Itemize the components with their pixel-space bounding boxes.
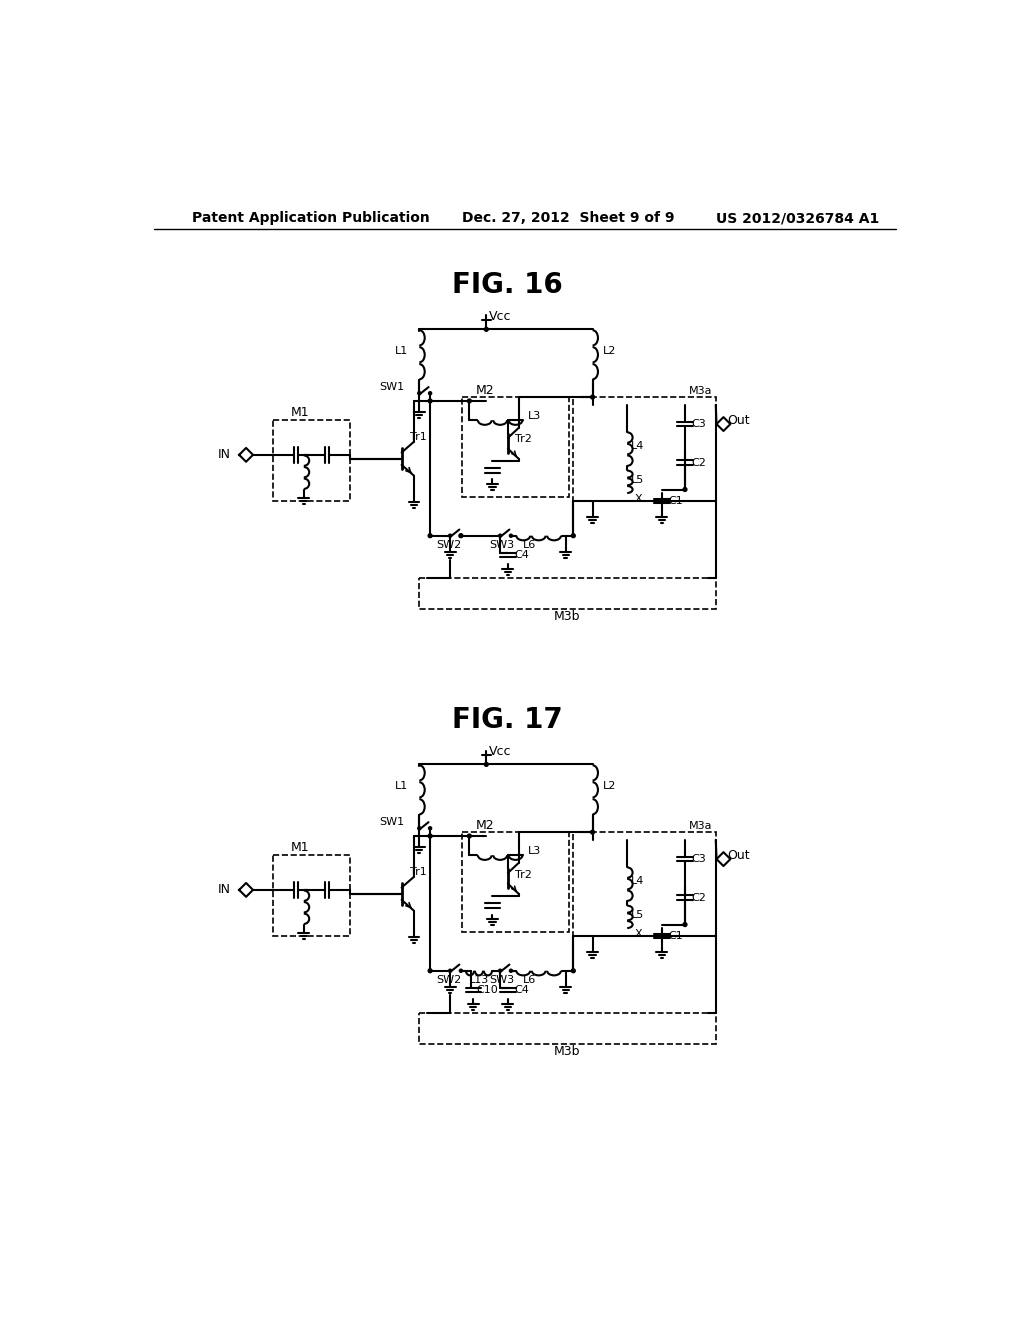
Text: M1: M1 xyxy=(291,841,309,854)
Bar xyxy=(462,397,569,498)
Text: M1: M1 xyxy=(291,407,309,418)
Text: C3: C3 xyxy=(691,854,707,865)
Text: SW2: SW2 xyxy=(436,540,461,550)
Text: SW3: SW3 xyxy=(489,975,514,985)
Text: IN: IN xyxy=(218,449,230,462)
Circle shape xyxy=(449,535,452,537)
Circle shape xyxy=(418,826,421,830)
Text: Tr2: Tr2 xyxy=(515,870,531,879)
Text: L2: L2 xyxy=(603,346,616,356)
Circle shape xyxy=(571,533,575,537)
Circle shape xyxy=(591,395,595,399)
Text: C2: C2 xyxy=(691,458,707,467)
Text: SW1: SW1 xyxy=(379,381,403,392)
Text: M3a: M3a xyxy=(688,385,712,396)
Circle shape xyxy=(683,487,687,491)
Text: M2: M2 xyxy=(475,384,494,397)
Text: C1: C1 xyxy=(669,931,683,941)
Text: L6: L6 xyxy=(523,975,536,985)
Text: C1: C1 xyxy=(669,496,683,506)
Bar xyxy=(573,397,716,502)
Text: L4: L4 xyxy=(632,875,645,886)
Text: IN: IN xyxy=(218,883,230,896)
Text: SW1: SW1 xyxy=(379,817,403,828)
Circle shape xyxy=(418,392,421,395)
Circle shape xyxy=(499,969,502,973)
Text: SW3: SW3 xyxy=(489,540,514,550)
Circle shape xyxy=(429,392,432,395)
Text: Patent Application Publication: Patent Application Publication xyxy=(193,211,430,226)
Text: L3: L3 xyxy=(527,412,541,421)
Text: C4: C4 xyxy=(514,550,529,560)
Text: L1: L1 xyxy=(395,346,409,356)
Bar xyxy=(419,578,716,609)
Text: M3b: M3b xyxy=(554,1045,581,1059)
Text: X: X xyxy=(634,494,642,504)
Text: Dec. 27, 2012  Sheet 9 of 9: Dec. 27, 2012 Sheet 9 of 9 xyxy=(462,211,674,226)
Circle shape xyxy=(683,923,687,927)
Bar xyxy=(273,420,350,502)
Text: L4: L4 xyxy=(632,441,645,450)
Text: L13: L13 xyxy=(468,975,488,985)
Text: Tr1: Tr1 xyxy=(411,432,427,442)
Text: X: X xyxy=(634,929,642,939)
Bar xyxy=(462,832,569,932)
Text: Out: Out xyxy=(727,849,751,862)
Text: C3: C3 xyxy=(691,418,707,429)
Circle shape xyxy=(467,834,471,838)
Circle shape xyxy=(460,969,463,973)
Circle shape xyxy=(428,399,432,403)
Circle shape xyxy=(428,533,432,537)
Circle shape xyxy=(591,830,595,834)
Circle shape xyxy=(484,763,488,767)
Circle shape xyxy=(428,834,432,838)
Text: L1: L1 xyxy=(395,781,409,791)
Text: L5: L5 xyxy=(632,475,645,486)
Text: M3a: M3a xyxy=(688,821,712,832)
Bar xyxy=(273,855,350,936)
Text: FIG. 17: FIG. 17 xyxy=(453,706,563,734)
Text: L2: L2 xyxy=(603,781,616,791)
Text: C4: C4 xyxy=(514,985,529,995)
Circle shape xyxy=(509,969,512,973)
Text: C2: C2 xyxy=(691,892,707,903)
Circle shape xyxy=(571,969,575,973)
Bar xyxy=(419,1014,716,1044)
Text: FIG. 16: FIG. 16 xyxy=(453,272,563,300)
Circle shape xyxy=(429,826,432,830)
Circle shape xyxy=(484,327,488,331)
Text: C10: C10 xyxy=(476,985,498,995)
Circle shape xyxy=(499,535,502,537)
Circle shape xyxy=(428,969,432,973)
Circle shape xyxy=(449,969,452,973)
Text: Tr1: Tr1 xyxy=(411,867,427,878)
Text: M2: M2 xyxy=(475,820,494,833)
Circle shape xyxy=(467,399,471,403)
Text: US 2012/0326784 A1: US 2012/0326784 A1 xyxy=(716,211,879,226)
Text: Out: Out xyxy=(727,413,751,426)
Text: L3: L3 xyxy=(527,846,541,857)
Circle shape xyxy=(509,535,512,537)
Text: Tr2: Tr2 xyxy=(515,434,531,445)
Text: L6: L6 xyxy=(523,540,536,550)
Text: M3b: M3b xyxy=(554,610,581,623)
Text: L5: L5 xyxy=(632,911,645,920)
Text: Vcc: Vcc xyxy=(488,310,511,323)
Text: SW2: SW2 xyxy=(436,975,461,985)
Circle shape xyxy=(459,533,463,537)
Text: Vcc: Vcc xyxy=(488,744,511,758)
Circle shape xyxy=(460,535,463,537)
Bar xyxy=(573,832,716,936)
